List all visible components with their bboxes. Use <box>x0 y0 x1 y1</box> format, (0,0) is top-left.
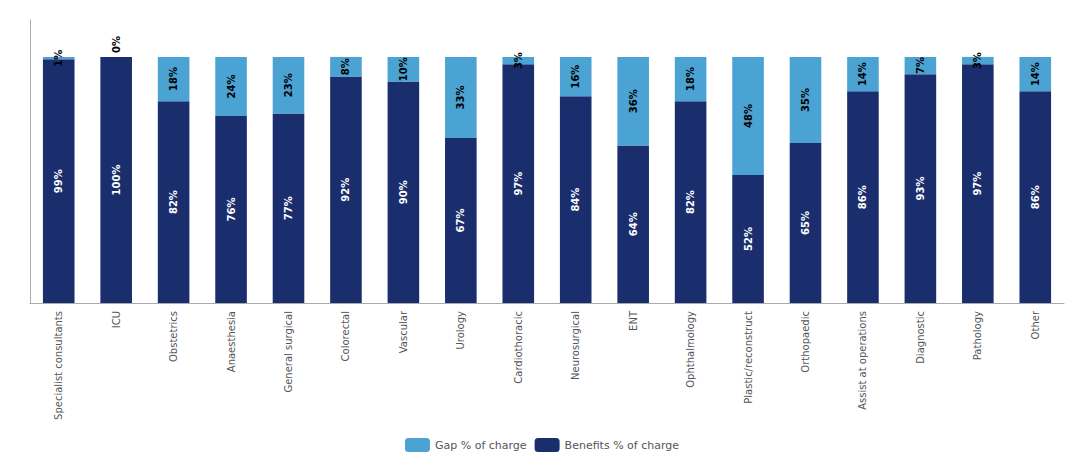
svg-text:36%: 36% <box>628 89 639 113</box>
svg-text:18%: 18% <box>685 67 696 91</box>
svg-text:ENT: ENT <box>628 310 639 331</box>
svg-text:Ophthalmology: Ophthalmology <box>685 311 696 388</box>
svg-text:Other: Other <box>1030 310 1041 339</box>
svg-text:100%: 100% <box>111 165 122 196</box>
svg-text:Benefits % of charge: Benefits % of charge <box>565 439 680 452</box>
svg-text:24%: 24% <box>226 74 237 98</box>
svg-text:7%: 7% <box>915 57 926 74</box>
svg-text:Obstetrics: Obstetrics <box>168 311 179 362</box>
svg-text:0%: 0% <box>111 36 122 53</box>
svg-text:Urology: Urology <box>455 311 466 350</box>
svg-text:48%: 48% <box>743 104 754 128</box>
svg-text:16%: 16% <box>570 65 581 89</box>
svg-text:35%: 35% <box>800 88 811 112</box>
svg-text:Gap % of charge: Gap % of charge <box>435 439 527 452</box>
svg-text:Orthopaedic: Orthopaedic <box>800 311 811 373</box>
svg-text:76%: 76% <box>226 198 237 222</box>
svg-text:86%: 86% <box>1030 185 1041 209</box>
svg-text:52%: 52% <box>743 227 754 251</box>
svg-text:Plastic/reconstruct: Plastic/reconstruct <box>743 311 754 404</box>
svg-text:23%: 23% <box>283 73 294 97</box>
svg-text:Colorectal: Colorectal <box>340 311 351 361</box>
svg-text:84%: 84% <box>570 188 581 212</box>
svg-text:General surgical: General surgical <box>283 311 294 393</box>
svg-text:65%: 65% <box>800 211 811 235</box>
svg-text:97%: 97% <box>972 172 983 196</box>
svg-text:33%: 33% <box>455 86 466 110</box>
svg-text:77%: 77% <box>283 196 294 220</box>
svg-text:3%: 3% <box>972 52 983 69</box>
svg-text:97%: 97% <box>513 172 524 196</box>
svg-text:Diagnostic: Diagnostic <box>915 311 926 364</box>
svg-text:82%: 82% <box>168 190 179 214</box>
svg-text:14%: 14% <box>1030 62 1041 86</box>
svg-text:82%: 82% <box>685 190 696 214</box>
svg-text:3%: 3% <box>513 52 524 69</box>
svg-text:ICU: ICU <box>111 311 122 328</box>
svg-text:93%: 93% <box>915 177 926 201</box>
svg-text:18%: 18% <box>168 67 179 91</box>
svg-text:1%: 1% <box>53 50 64 67</box>
svg-text:92%: 92% <box>340 178 351 202</box>
svg-text:64%: 64% <box>628 212 639 236</box>
svg-text:Neurosurgical: Neurosurgical <box>570 311 581 380</box>
svg-text:Specialist consultants: Specialist consultants <box>53 311 64 420</box>
svg-text:14%: 14% <box>857 62 868 86</box>
svg-text:Assist at operations: Assist at operations <box>857 311 868 410</box>
svg-text:67%: 67% <box>455 209 466 233</box>
svg-text:Cardiothoracic: Cardiothoracic <box>513 311 524 384</box>
svg-text:Vascular: Vascular <box>398 310 409 353</box>
svg-text:Anaesthesia: Anaesthesia <box>226 311 237 372</box>
svg-text:99%: 99% <box>53 169 64 193</box>
svg-text:10%: 10% <box>398 57 409 81</box>
svg-text:Pathology: Pathology <box>972 311 983 360</box>
svg-text:86%: 86% <box>857 185 868 209</box>
svg-text:8%: 8% <box>340 58 351 75</box>
svg-text:90%: 90% <box>398 180 409 204</box>
